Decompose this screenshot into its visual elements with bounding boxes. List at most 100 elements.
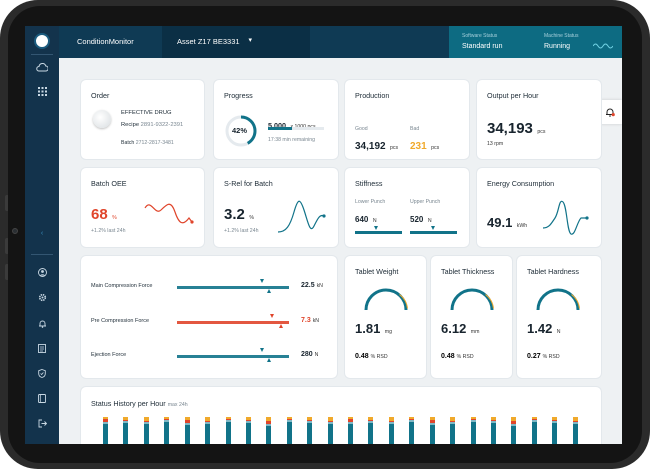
notification-bell-icon[interactable]	[25, 314, 59, 332]
progress-percent: 42%	[232, 126, 248, 135]
upper-punch-label: Upper Punch	[410, 199, 441, 205]
force-target-marker	[260, 348, 264, 352]
order-card[interactable]: Order EFFECTIVE DRUG Recipe 2891-9322-23…	[81, 80, 204, 159]
order-title: Order	[91, 91, 110, 100]
status-hour-bar[interactable]	[205, 417, 211, 444]
status-hour-bar[interactable]	[143, 417, 149, 444]
order-product: EFFECTIVE DRUG	[121, 110, 172, 116]
batch-label: Batch	[121, 140, 135, 146]
settings-gear-icon[interactable]	[25, 288, 59, 306]
status-hour-bar[interactable]	[552, 417, 558, 444]
status-hour-bar[interactable]	[470, 417, 476, 444]
progress-ring	[225, 115, 257, 147]
progress-bar-fill	[268, 127, 292, 130]
batch-oee-delta: +1.2% last 24h	[91, 228, 126, 234]
machine-status-label: Machine Status	[544, 33, 579, 39]
upper-punch-bar	[410, 231, 457, 234]
force-row: Ejection Force 280 N	[81, 348, 337, 364]
force-value: 22.5	[301, 282, 315, 289]
manual-book-icon[interactable]	[25, 389, 59, 407]
asset-selector[interactable]: Asset Z17 BE3331 ▾	[162, 26, 310, 58]
s-rel-delta: +1.2% last 24h	[224, 228, 259, 234]
cloud-monitor-icon[interactable]	[25, 58, 59, 76]
status-hour-bar[interactable]	[245, 417, 251, 444]
status-hour-bar[interactable]	[368, 417, 374, 444]
status-hour-bar[interactable]	[164, 417, 170, 444]
status-hour-bar[interactable]	[490, 417, 496, 444]
s-rel-card[interactable]: S-Rel for Batch 3.2 % +1.2% last 24h	[214, 168, 338, 247]
force-target-marker	[270, 314, 274, 318]
production-title: Production	[355, 91, 390, 100]
lower-punch-value: 640	[355, 215, 369, 224]
s-rel-unit: %	[249, 215, 254, 221]
output-value: 34,193	[487, 120, 533, 137]
status-history-title: Status History per Hour	[91, 399, 166, 408]
status-hour-bar[interactable]	[348, 417, 353, 444]
status-hour-bar[interactable]	[572, 417, 578, 444]
status-hour-bar[interactable]	[307, 417, 313, 444]
force-unit: kN	[312, 318, 320, 324]
status-hour-bar[interactable]	[531, 417, 537, 444]
status-hour-bar[interactable]	[388, 417, 394, 444]
batch-oee-title: Batch OEE	[91, 179, 127, 188]
force-unit: N	[314, 352, 319, 358]
force-value: 7.3	[301, 317, 311, 324]
force-label: Ejection Force	[91, 352, 127, 358]
top-bar: ConditionMonitor Asset Z17 BE3331 ▾ Soft…	[59, 26, 622, 58]
status-history-subtitle: max 24h	[167, 402, 188, 408]
alerts-button[interactable]	[598, 100, 622, 124]
chevron-down-icon: ▾	[248, 37, 252, 44]
tablet-thickness-unit: mm	[470, 329, 480, 335]
grid-apps-icon[interactable]	[25, 82, 59, 100]
stiffness-card[interactable]: Stiffness Lower Punch 640 N Upper Punch …	[345, 168, 469, 247]
machine-status-value: Running	[544, 43, 571, 50]
status-hour-bar[interactable]	[429, 417, 435, 444]
report-document-icon[interactable]	[25, 339, 59, 357]
s-rel-title: S-Rel for Batch	[224, 179, 273, 188]
production-card[interactable]: Production Good 34,192 pcs Bad 231 pcs	[345, 80, 469, 159]
batch-oee-value: 68	[91, 206, 108, 223]
tablet-thickness-value: 6.12	[441, 321, 467, 336]
alert-bell-icon	[606, 108, 615, 117]
status-history-card[interactable]: Status History per Hour max 24h	[81, 387, 601, 444]
status-hour-bar[interactable]	[103, 417, 108, 444]
globe-logo-icon	[34, 33, 50, 49]
output-per-hour-card[interactable]: Output per Hour 34,193 pcs 13 rpm	[477, 80, 601, 159]
status-hour-bar[interactable]	[266, 417, 272, 444]
force-unit: kN	[316, 283, 323, 289]
user-profile-icon[interactable]	[25, 263, 59, 281]
energy-card[interactable]: Energy Consumption 49.1 kWh	[477, 168, 601, 247]
lower-punch-unit: N	[372, 218, 377, 224]
status-hour-bar[interactable]	[409, 417, 415, 444]
batch-oee-card[interactable]: Batch OEE 68 % +1.2% last 24h	[81, 168, 204, 247]
batch-value: 2712-2817-3481	[135, 140, 174, 146]
tablet-weight-title: Tablet Weight	[355, 267, 399, 276]
energy-value: 49.1	[487, 215, 513, 230]
software-status-value: Standard run	[462, 43, 503, 50]
tablet-hardness-rsd-unit: % RSD	[542, 354, 560, 360]
status-hour-bar[interactable]	[225, 417, 231, 444]
output-rpm: 13 rpm	[487, 141, 504, 147]
sidebar: ‹	[25, 26, 59, 444]
status-hour-bar[interactable]	[184, 417, 190, 444]
force-row: Pre Compression Force 7.3 kN	[81, 314, 337, 330]
status-hour-bar[interactable]	[327, 417, 333, 444]
app-screen: ‹ ConditionMonitor Asset Z17 BE3331 ▾	[25, 26, 622, 444]
force-row: Main Compression Force 22.5 kN	[81, 279, 337, 295]
tablet-weight-card[interactable]: Tablet Weight 1.81 mg 0.48 % RSD	[345, 256, 426, 378]
tablet-hardness-card[interactable]: Tablet Hardness 1.42 N 0.27 % RSD	[517, 256, 601, 378]
tablet-hardness-gauge	[536, 288, 580, 311]
forces-card[interactable]: Main Compression Force 22.5 kN Pre Compres…	[81, 256, 337, 378]
force-current-marker	[267, 289, 271, 293]
tablet-thickness-card[interactable]: Tablet Thickness 6.12 mm 0.48 % RSD	[431, 256, 512, 378]
progress-card[interactable]: Progress 42% 5,000 x 1000 pcs 17:38 min …	[214, 80, 338, 159]
bad-value: 231	[410, 141, 427, 152]
status-hour-bar[interactable]	[450, 417, 456, 444]
lower-punch-marker	[374, 226, 378, 230]
collapse-chevron-icon[interactable]: ‹	[40, 229, 44, 237]
logout-icon[interactable]	[25, 414, 59, 432]
status-hour-bar[interactable]	[123, 417, 129, 444]
status-hour-bar[interactable]	[286, 417, 292, 444]
status-hour-bar[interactable]	[511, 417, 517, 444]
security-shield-icon[interactable]	[25, 364, 59, 382]
